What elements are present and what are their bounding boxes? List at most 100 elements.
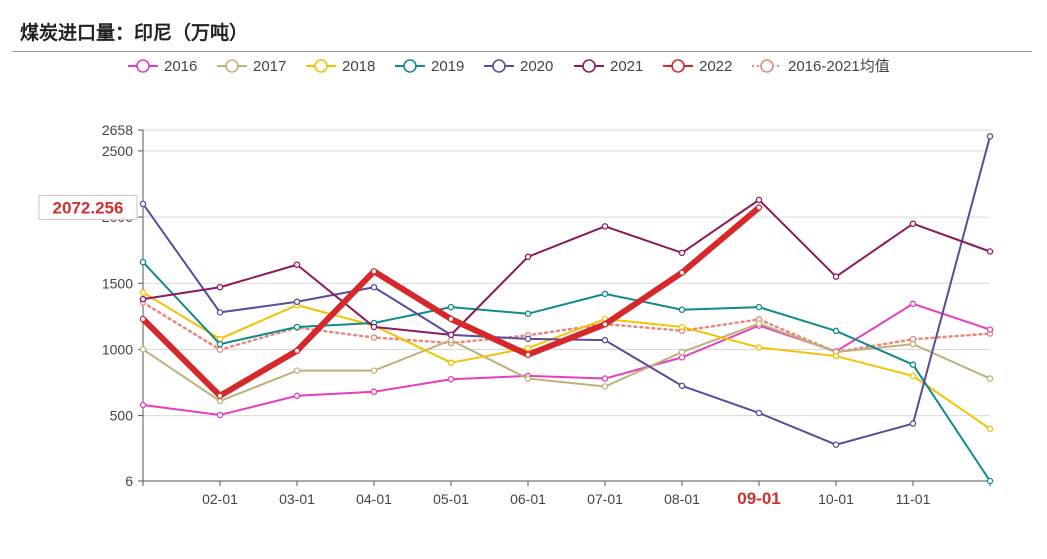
y-tick-label-6: 6 <box>125 473 133 489</box>
series-2018 <box>139 289 994 433</box>
legend: 2016 2017 2018 2019 2020 2021 2022 2016-2021均值 <box>128 58 890 75</box>
legend-item-2020[interactable]: 2020 <box>484 58 553 75</box>
x-tick-label-05-01: 05-01 <box>433 491 469 507</box>
legend-item-2018[interactable]: 2018 <box>306 58 375 75</box>
point-2018-08-01 <box>678 323 686 331</box>
point-2016-2021--04-01 <box>370 334 378 341</box>
point-2022-06-01 <box>524 351 532 358</box>
point-2019-03-01 <box>293 323 301 331</box>
point-2017-08-01 <box>678 348 686 356</box>
point-2019-05-01 <box>447 303 455 311</box>
legend-item-2016-2021-[interactable]: 2016-2021均值 <box>752 58 890 75</box>
legend-marker-2019 <box>403 59 417 73</box>
point-2021-12-01 <box>986 248 994 255</box>
point-2019-08-01 <box>678 306 686 313</box>
point-2022-04-01 <box>370 268 378 275</box>
point-2020-07-01 <box>601 336 609 344</box>
point-2022-07-01 <box>601 321 609 328</box>
series-2016-2021- <box>139 299 994 356</box>
point-2020-10-01 <box>832 441 840 448</box>
series-line-2016-2021- <box>141 301 992 354</box>
point-2018-12-01 <box>986 425 994 433</box>
point-2017-04-01 <box>370 367 378 374</box>
point-2022-02-01 <box>216 392 224 400</box>
legend-marker-2016 <box>136 59 150 73</box>
legend-item-2017[interactable]: 2017 <box>217 58 286 75</box>
x-tick-label-10-01: 10-01 <box>818 491 854 507</box>
axes: 65001000150020002500265802-0103-0104-010… <box>102 122 991 508</box>
point-2022-09-01 <box>755 204 763 211</box>
point-2021-04-01 <box>370 323 378 331</box>
legend-label-2021: 2021 <box>610 58 643 75</box>
legend-marker-2018 <box>314 59 328 73</box>
series-2020 <box>139 133 994 448</box>
point-2019-10-01 <box>832 327 840 335</box>
point-2017-11-01 <box>909 340 917 348</box>
point-2021-09-01 <box>755 196 763 204</box>
x-tick-label-04-01: 04-01 <box>356 491 392 507</box>
point-2017-05-01 <box>447 336 455 344</box>
legend-item-2019[interactable]: 2019 <box>395 58 464 75</box>
point-2020-12-01 <box>986 133 994 140</box>
point-2017-03-01 <box>293 367 301 374</box>
chart-title: 煤炭进口量：印尼（万吨） <box>20 22 249 44</box>
callout-value-label: 2072.256 <box>53 199 124 218</box>
point-2019-06-01 <box>524 310 532 317</box>
point-2017-01-01 <box>139 346 147 353</box>
point-2016-01-01 <box>139 401 147 409</box>
legend-item-2022[interactable]: 2022 <box>663 58 732 75</box>
point-2017-07-01 <box>601 383 609 390</box>
point-2021-08-01 <box>678 249 686 257</box>
point-2017-06-01 <box>524 375 532 382</box>
point-2016-12-01 <box>986 326 994 333</box>
point-2016-08-01 <box>678 354 686 361</box>
series-line-2021 <box>142 198 991 336</box>
x-tick-label-07-01: 07-01 <box>587 491 623 507</box>
point-2021-03-01 <box>293 261 301 268</box>
legend-item-2016[interactable]: 2016 <box>128 58 197 75</box>
callout-box <box>38 195 138 221</box>
title-divider <box>12 51 1032 52</box>
point-2019-12-01 <box>986 477 994 485</box>
legend-label-2020: 2020 <box>520 58 553 75</box>
series-2019 <box>139 258 994 485</box>
series-2022 <box>139 204 763 400</box>
legend-label-2016: 2016 <box>164 58 197 75</box>
point-2016-02-01 <box>216 411 224 419</box>
legend-item-2021[interactable]: 2021 <box>574 58 643 75</box>
series-line-2022 <box>140 204 762 399</box>
legend-label-2019: 2019 <box>431 58 464 75</box>
series-line-2017 <box>142 322 991 403</box>
point-2021-02-01 <box>216 283 224 291</box>
point-2016-11-01 <box>909 300 917 308</box>
x-tick-label-06-01: 06-01 <box>510 491 546 507</box>
point-2021-07-01 <box>601 223 609 230</box>
x-tick-label-09-01: 09-01 <box>737 489 780 508</box>
legend-marker-2022 <box>671 59 685 73</box>
x-tick-label-03-01: 03-01 <box>279 491 315 507</box>
point-2019-11-01 <box>909 361 917 368</box>
point-2020-04-01 <box>370 283 378 291</box>
point-2020-03-01 <box>293 298 301 306</box>
point-2021-06-01 <box>524 253 532 261</box>
point-2019-01-01 <box>139 258 147 266</box>
legend-marker-2021 <box>582 59 596 73</box>
point-2019-09-01 <box>755 303 763 311</box>
point-2020-11-01 <box>909 420 917 427</box>
legend-marker-2017 <box>225 59 239 73</box>
callout-group: 2072.256 <box>38 195 138 221</box>
point-2020-02-01 <box>216 309 224 316</box>
point-2022-08-01 <box>678 269 686 276</box>
point-2016-07-01 <box>601 375 609 382</box>
point-2020-01-01 <box>139 200 147 208</box>
point-2019-07-01 <box>601 290 609 298</box>
legend-label-2017: 2017 <box>253 58 286 75</box>
point-2018-02-01 <box>216 335 224 343</box>
series-line-2016 <box>142 302 991 416</box>
point-2021-05-01 <box>447 331 455 339</box>
legend-label-2022: 2022 <box>699 58 732 75</box>
point-2016-04-01 <box>370 388 378 396</box>
point-2016-03-01 <box>293 392 301 400</box>
point-2016-05-01 <box>447 375 455 383</box>
